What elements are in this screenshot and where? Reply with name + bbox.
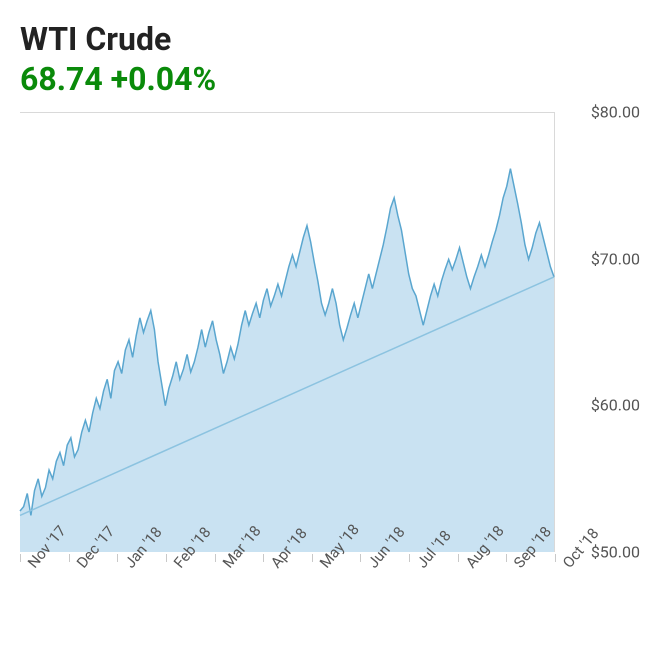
current-price: 68.74 [20, 60, 103, 98]
chart-svg [20, 113, 554, 552]
instrument-title: WTI Crude [20, 20, 640, 58]
x-tick-mark [20, 554, 21, 562]
x-tick-mark [458, 554, 459, 562]
y-axis-tick-label: $70.00 [591, 249, 640, 268]
x-axis-labels: Nov '17Dec '17Jan '18Feb '18Mar '18Apr '… [20, 554, 555, 624]
price-change: +0.04% [111, 60, 216, 98]
x-tick-mark [117, 554, 118, 562]
x-tick-mark [555, 554, 556, 562]
x-tick-mark [263, 554, 264, 562]
x-tick-mark [166, 554, 167, 562]
price-line: 68.74 +0.04% [20, 60, 640, 98]
x-tick-mark [506, 554, 507, 562]
x-tick-mark [215, 554, 216, 562]
x-tick-mark [360, 554, 361, 562]
x-tick-mark [69, 554, 70, 562]
area-fill [20, 169, 554, 552]
y-axis-labels: $80.00$70.00$60.00$50.00 [562, 112, 640, 552]
y-axis-tick-label: $50.00 [591, 543, 640, 562]
chart-card: WTI Crude 68.74 +0.04% $80.00 $70.00 $60.0… [0, 0, 650, 661]
x-tick-mark [312, 554, 313, 562]
x-tick-mark [409, 554, 410, 562]
y-axis-tick-label: $60.00 [591, 396, 640, 415]
price-chart: $80.00$70.00$60.00$50.00 Nov '17Dec '17J… [20, 112, 640, 627]
chart-plot-area [20, 112, 555, 552]
y-axis-tick-label: $80.00 [591, 103, 640, 122]
